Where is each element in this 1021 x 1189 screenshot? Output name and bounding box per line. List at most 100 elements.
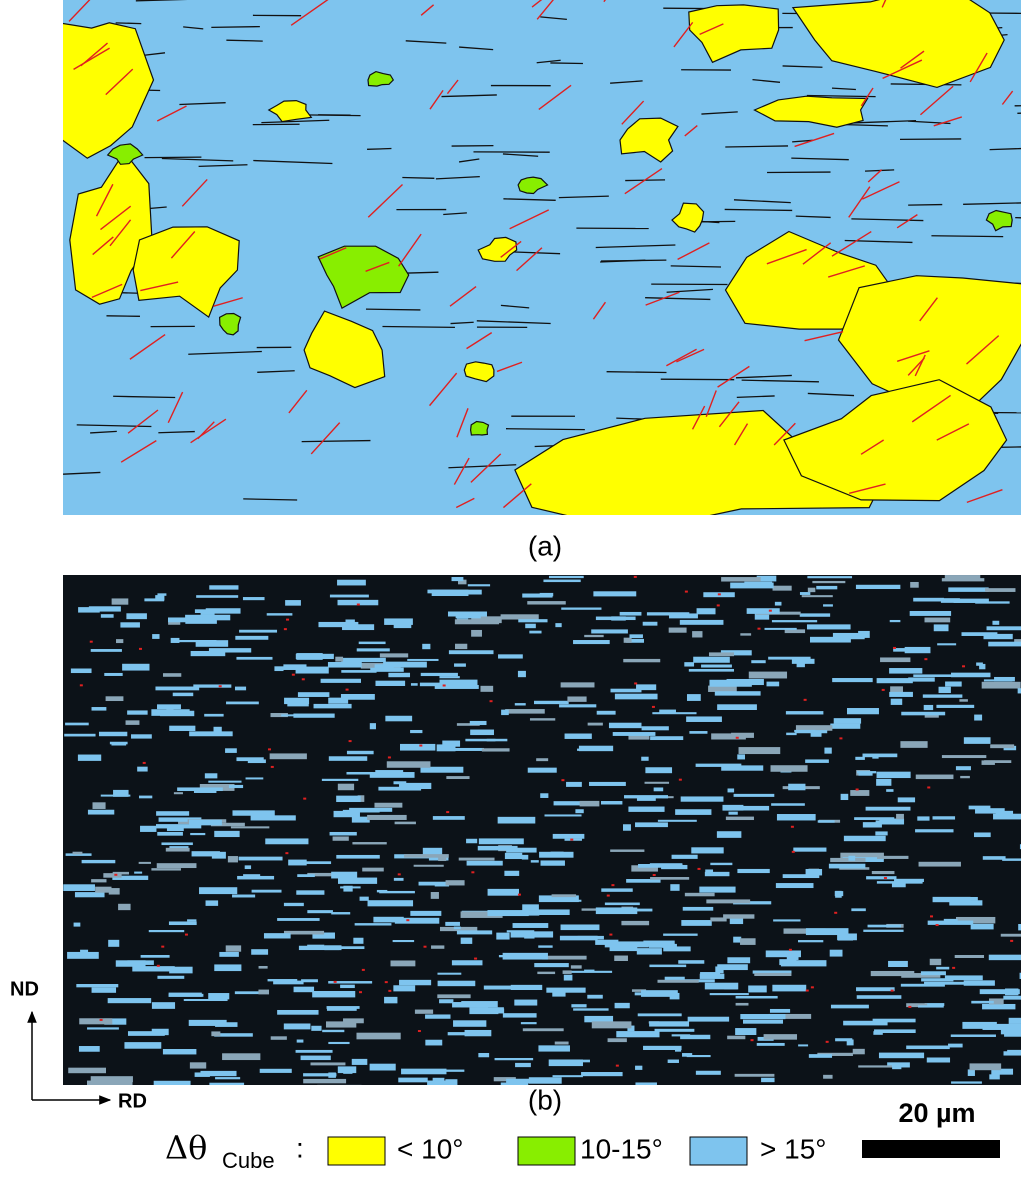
grain: [331, 912, 351, 915]
twin-boundary: [911, 394, 951, 423]
grain: [626, 879, 661, 883]
grain: [100, 614, 114, 618]
grain: [414, 1009, 434, 1014]
grain: [529, 718, 556, 721]
grain: [517, 670, 526, 678]
grain: [333, 810, 360, 818]
grain: [214, 1033, 253, 1037]
grain: [379, 890, 415, 894]
grain: [550, 851, 564, 856]
grain: [383, 661, 427, 668]
grain-boundary: [558, 195, 609, 199]
grain: [623, 658, 661, 663]
grain: [894, 878, 924, 883]
twin-spot: [270, 765, 274, 768]
grain-boundary: [188, 350, 262, 355]
grain: [858, 772, 873, 776]
grain-boundary: [158, 430, 195, 434]
twin-spot: [303, 797, 307, 800]
grain: [901, 711, 946, 716]
grain: [596, 710, 616, 715]
grain: [595, 907, 638, 915]
grain: [297, 692, 330, 697]
twin-spot: [927, 786, 931, 789]
grain: [989, 1074, 1000, 1080]
twin-boundary: [95, 183, 114, 217]
grain: [566, 781, 582, 787]
grain: [650, 877, 690, 880]
grain: [548, 1059, 583, 1067]
grain: [684, 662, 695, 667]
twin-boundary: [105, 68, 134, 96]
twin-spot: [606, 894, 610, 897]
grain: [151, 1002, 176, 1009]
grain: [194, 609, 211, 614]
grain: [921, 978, 954, 982]
twin-spot: [517, 893, 521, 896]
grain: [711, 733, 746, 740]
twin-boundary: [645, 291, 680, 306]
grain: [506, 930, 535, 933]
grain: [782, 874, 820, 879]
grain: [469, 720, 487, 726]
grain: [823, 1074, 833, 1079]
grain: [351, 816, 370, 823]
grain: [979, 663, 986, 670]
grain: [70, 668, 92, 674]
grain: [242, 597, 265, 601]
grain: [465, 738, 508, 742]
grain: [420, 672, 458, 677]
grain: [940, 598, 960, 603]
twin-spot: [803, 698, 807, 701]
grain: [157, 831, 183, 836]
grain: [830, 1004, 869, 1009]
grain: [631, 989, 647, 992]
grain: [293, 713, 335, 718]
twin-boundary: [197, 421, 215, 440]
grain: [425, 1039, 443, 1046]
grain: [298, 945, 340, 951]
grain: [795, 725, 833, 731]
twin-boundary: [502, 483, 532, 509]
grain: [974, 714, 983, 721]
grain: [751, 660, 766, 664]
grain: [337, 783, 355, 791]
grain: [232, 810, 275, 816]
grain: [889, 691, 913, 697]
grain: [251, 889, 282, 893]
grain: [937, 643, 957, 646]
grain: [540, 860, 565, 866]
grain-boundary: [179, 102, 226, 106]
grain: [692, 631, 703, 638]
grain-boundary: [135, 0, 188, 2]
grain-boundary: [792, 139, 813, 143]
grain: [772, 585, 792, 591]
twin-boundary: [68, 0, 91, 22]
grain: [153, 1080, 191, 1085]
grain: [955, 766, 971, 771]
grain: [91, 879, 107, 883]
grain: [277, 918, 320, 921]
grain: [805, 928, 849, 936]
grain-boundary: [382, 325, 455, 329]
grain: [756, 575, 777, 582]
grain: [552, 990, 566, 997]
grain: [534, 963, 569, 968]
grain: [982, 1003, 1016, 1010]
grain: [546, 987, 586, 993]
grain: [763, 1034, 798, 1040]
cube-grain: [783, 379, 1008, 502]
grain: [247, 759, 266, 764]
grain: [527, 601, 566, 605]
grain: [111, 598, 129, 605]
grain-boundary: [211, 25, 260, 28]
grain: [628, 806, 665, 812]
grain: [446, 776, 470, 780]
grain: [1000, 1029, 1021, 1035]
grain-boundary: [670, 265, 722, 268]
grain: [458, 857, 495, 861]
grain: [464, 1029, 492, 1037]
grain: [232, 894, 256, 898]
grain: [369, 772, 415, 778]
grain-boundary: [226, 39, 263, 42]
